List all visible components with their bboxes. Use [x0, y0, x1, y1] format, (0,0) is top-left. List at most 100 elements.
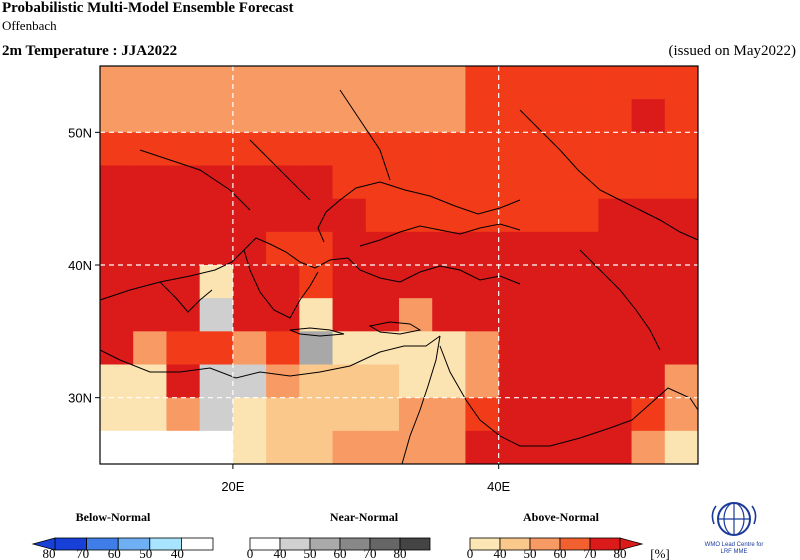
forecast-cell — [565, 298, 599, 332]
forecast-cell — [266, 331, 300, 365]
forecast-cell — [531, 231, 566, 266]
forecast-cell — [100, 397, 134, 432]
forecast-cell — [100, 99, 134, 133]
forecast-cell — [664, 265, 699, 299]
coastline-path — [359, 223, 521, 247]
forecast-cell — [365, 99, 400, 133]
forecast-cell — [166, 66, 201, 100]
forecast-cell — [399, 397, 433, 432]
forecast-cell — [598, 364, 632, 399]
forecast-cell — [565, 66, 599, 100]
forecast-cell — [365, 364, 400, 399]
forecast-cell — [166, 165, 201, 200]
forecast-cell — [299, 298, 333, 332]
legend-tick-label: 0 — [247, 546, 254, 560]
forecast-cell — [631, 231, 666, 266]
forecast-cell — [299, 132, 333, 166]
forecast-cell — [465, 99, 500, 133]
forecast-cell — [631, 397, 666, 432]
forecast-cell — [531, 397, 566, 432]
forecast-cell — [565, 198, 599, 233]
forecast-cell — [100, 430, 134, 465]
forecast-cell — [598, 430, 632, 465]
forecast-cell — [432, 99, 466, 133]
forecast-cell — [399, 364, 433, 399]
forecast-cell — [332, 364, 367, 399]
forecast-cell — [266, 99, 300, 133]
forecast-cell — [399, 231, 433, 266]
forecast-cell — [266, 364, 300, 399]
forecast-cell — [465, 198, 500, 233]
map-frame — [99, 65, 699, 465]
forecast-cell — [199, 298, 234, 332]
forecast-cell — [232, 397, 267, 432]
forecast-cell — [299, 198, 333, 233]
legend-tick-label: 70 — [76, 546, 89, 560]
forecast-cell — [133, 165, 167, 200]
forecast-cell — [399, 331, 433, 365]
logo-caption-line1: WMO Lead Centre for — [705, 542, 764, 548]
forecast-cell — [232, 364, 267, 399]
coastline-path — [139, 149, 251, 211]
forecast-cell — [199, 231, 234, 266]
forecast-cell — [166, 298, 201, 332]
chart-title: Probabilistic Multi-Model Ensemble Forec… — [2, 0, 294, 16]
forecast-cell — [133, 364, 167, 399]
forecast-cell — [631, 132, 666, 166]
forecast-cell — [498, 331, 533, 365]
coastline-path — [99, 237, 521, 301]
forecast-cell — [432, 231, 466, 266]
forecast-cell — [299, 397, 333, 432]
forecast-cell — [199, 397, 234, 432]
legend-tick-label: 60 — [334, 546, 347, 560]
forecast-cell — [531, 132, 566, 166]
legend-tick-label: 50 — [304, 546, 317, 560]
forecast-cell — [531, 298, 566, 332]
forecast-cell — [465, 298, 500, 332]
forecast-cell — [498, 298, 533, 332]
forecast-cell — [232, 231, 267, 266]
logo-caption-line2: LRF MME — [721, 549, 748, 555]
forecast-cell — [631, 66, 666, 100]
forecast-cell — [664, 132, 699, 166]
forecast-cell — [498, 364, 533, 399]
forecast-cell — [199, 66, 234, 100]
forecast-cell — [232, 165, 267, 200]
coastline-path — [99, 335, 441, 379]
forecast-cell — [299, 231, 333, 266]
forecast-cell — [664, 165, 699, 200]
y-tick-label: 50N — [68, 125, 92, 140]
forecast-cell — [133, 298, 167, 332]
legend-tick-label: 40 — [494, 546, 507, 560]
forecast-cell — [399, 265, 433, 299]
legend-category-title: Below-Normal — [76, 510, 151, 524]
coastline-path — [289, 327, 345, 337]
legend-tick-label: 50 — [524, 546, 537, 560]
forecast-cell — [598, 231, 632, 266]
forecast-cell — [598, 198, 632, 233]
forecast-cell — [531, 165, 566, 200]
x-tick-label: 40E — [487, 479, 510, 494]
issued-date: (issued on May2022) — [668, 43, 797, 59]
forecast-cell — [332, 430, 367, 465]
forecast-cell — [565, 99, 599, 133]
forecast-cell — [133, 132, 167, 166]
forecast-cell — [199, 265, 234, 299]
forecast-cell — [299, 430, 333, 465]
forecast-cell — [531, 265, 566, 299]
forecast-cell — [631, 198, 666, 233]
legend-arrow-left — [31, 537, 56, 551]
forecast-cell — [199, 430, 234, 465]
forecast-cell — [465, 430, 500, 465]
forecast-cell — [531, 66, 566, 100]
forecast-cell — [432, 430, 466, 465]
forecast-cell — [266, 265, 300, 299]
forecast-cell — [498, 132, 533, 166]
forecast-cell — [664, 430, 699, 465]
coastline-path — [159, 281, 213, 313]
forecast-cell — [100, 198, 134, 233]
forecast-cell — [399, 198, 433, 233]
forecast-cell — [565, 364, 599, 399]
forecast-cell — [365, 430, 400, 465]
forecast-cell — [199, 165, 234, 200]
